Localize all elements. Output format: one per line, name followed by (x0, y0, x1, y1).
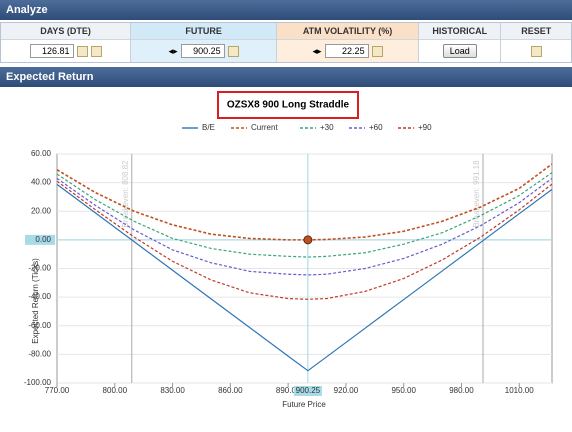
x-tick-label: 980.00 (449, 386, 474, 395)
reset-icon[interactable] (530, 45, 542, 57)
legend-label: +60 (369, 123, 383, 132)
y-tick-label: 40.00 (31, 178, 52, 187)
x-axis-label: Future Price (282, 400, 326, 409)
x-tick-label: 860.00 (218, 386, 243, 395)
chart-title: OZSX8 900 Long Straddle (227, 100, 350, 111)
col-label: ATM VOLATILITY (%) (277, 23, 419, 40)
icon[interactable] (76, 45, 88, 57)
cursor-x-bg (293, 386, 322, 396)
col-label: RESET (501, 23, 571, 40)
col: FUTURE ◂▸ 900.25 (131, 23, 278, 62)
x-tick-label: 920.00 (334, 386, 359, 395)
y-tick-label: -60.00 (28, 321, 51, 330)
cursor-y-bg (25, 234, 55, 245)
arrows[interactable]: ◂▸ (312, 45, 322, 56)
analyze-header: Analyze (0, 0, 572, 20)
x-tick-label: 800.00 (103, 386, 128, 395)
y-tick-label: 20.00 (31, 206, 52, 215)
legend-label: Current (251, 123, 278, 132)
col: HISTORICAL Load (419, 23, 502, 62)
y-tick-label: -40.00 (28, 292, 51, 301)
current-point (303, 235, 313, 245)
col: DAYS (DTE) 126.81 (1, 23, 132, 62)
y-tick-label: -20.00 (28, 264, 51, 273)
col: RESET (501, 23, 571, 62)
icon[interactable] (371, 45, 383, 57)
y-axis-label: Expected Return (Ticks) (31, 258, 40, 344)
arrows[interactable]: ◂▸ (168, 45, 178, 56)
y-tick-label: -80.00 (28, 349, 51, 358)
input[interactable]: 900.25 (180, 44, 225, 58)
input[interactable]: 126.81 (29, 44, 74, 58)
col-label: FUTURE (131, 23, 277, 40)
y-tick-label: 60.00 (31, 149, 52, 158)
legend-label: +30 (320, 123, 334, 132)
cursor-y-label: 0.00 (35, 235, 51, 244)
input[interactable]: 22.25 (324, 44, 369, 58)
chart: OZSX8 900 Long Straddle Future Price Exp… (24, 91, 553, 409)
x-tick-label: 770.00 (45, 386, 70, 395)
x-tick-label: 1010.00 (505, 386, 534, 395)
x-tick-label: 890.00 (276, 386, 301, 395)
series-line (56, 180, 553, 300)
x-tick-label: 950.00 (391, 386, 416, 395)
icon[interactable] (227, 45, 239, 57)
legend-label: B/E (202, 123, 215, 132)
col-label: DAYS (DTE) (1, 23, 131, 40)
load-button[interactable]: Load (442, 44, 477, 58)
breakeven-label: Breakeven: 991.18 (472, 160, 481, 228)
series-line (56, 177, 553, 276)
y-tick-label: -100.00 (24, 378, 52, 387)
cursor-x-label: 900.25 (296, 386, 321, 395)
x-tick-label: 830.00 (160, 386, 185, 395)
toolbar: DAYS (DTE) 126.81 FUTURE ◂▸ 900.25 ATM VOLA… (0, 22, 572, 63)
title-box (217, 91, 359, 119)
section-header: Expected Return (0, 67, 572, 87)
col: ATM VOLATILITY (%) ◂▸ 22.25 (277, 23, 420, 62)
breakeven-label: Breakeven: 808.82 (121, 160, 130, 228)
series-line (56, 183, 553, 372)
col-label: HISTORICAL (419, 23, 501, 40)
icon[interactable] (90, 45, 102, 57)
legend-label: +90 (418, 123, 432, 132)
